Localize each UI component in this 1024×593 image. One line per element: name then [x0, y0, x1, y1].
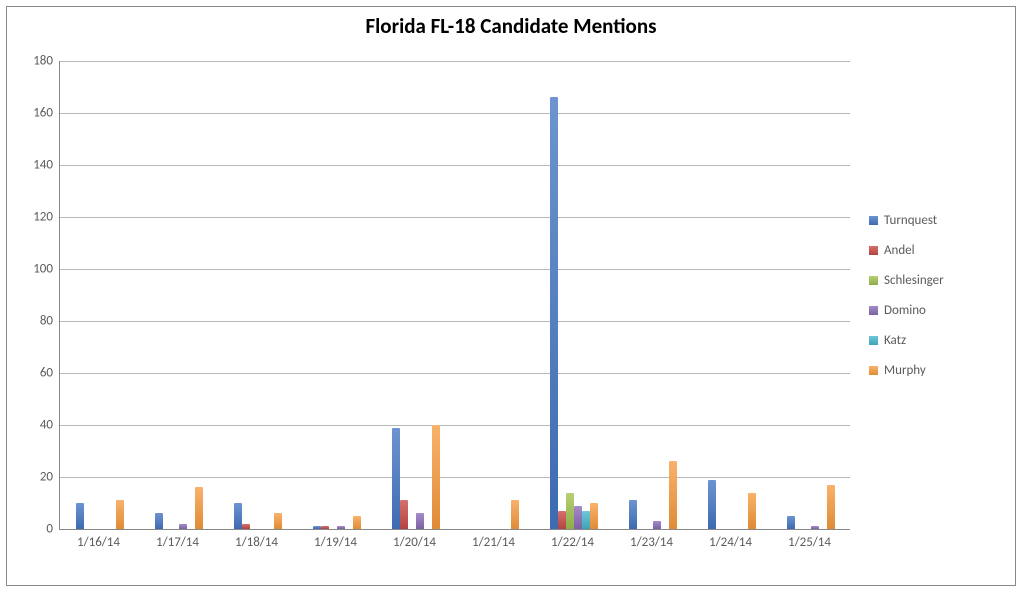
y-gridline	[60, 477, 850, 478]
bar-murphy	[353, 516, 361, 529]
legend-item-murphy: Murphy	[869, 355, 944, 385]
plot-area	[59, 61, 850, 530]
x-tick-label: 1/21/14	[454, 535, 533, 550]
bar-turnquest	[392, 428, 400, 529]
y-tick-label: 160	[13, 106, 53, 121]
x-tick-label: 1/19/14	[296, 535, 375, 550]
legend-item-domino: Domino	[869, 295, 944, 325]
bar-murphy	[669, 461, 677, 529]
bar-domino	[653, 521, 661, 529]
y-tick-label: 100	[13, 262, 53, 277]
bar-turnquest	[76, 503, 84, 529]
bar-schlesinger	[566, 493, 574, 529]
bar-domino	[416, 513, 424, 529]
bar-andel	[400, 500, 408, 529]
legend-label: Andel	[884, 243, 915, 258]
y-tick-label: 20	[13, 470, 53, 485]
x-tick-label: 1/20/14	[375, 535, 454, 550]
bar-murphy	[195, 487, 203, 529]
bar-turnquest	[155, 513, 163, 529]
bar-murphy	[590, 503, 598, 529]
bar-domino	[811, 526, 819, 529]
bar-andel	[242, 524, 250, 529]
bar-domino	[179, 524, 187, 529]
bar-turnquest	[313, 526, 321, 529]
legend-swatch	[869, 306, 878, 315]
y-gridline	[60, 113, 850, 114]
bar-domino	[337, 526, 345, 529]
legend-label: Murphy	[884, 363, 926, 378]
y-tick-label: 0	[13, 522, 53, 537]
legend-swatch	[869, 336, 878, 345]
bar-murphy	[511, 500, 519, 529]
y-tick-label: 120	[13, 210, 53, 225]
y-gridline	[60, 217, 850, 218]
x-tick-label: 1/22/14	[533, 535, 612, 550]
legend-item-andel: Andel	[869, 235, 944, 265]
y-tick-label: 180	[13, 54, 53, 69]
bar-murphy	[827, 485, 835, 529]
bar-murphy	[116, 500, 124, 529]
legend-item-schlesinger: Schlesinger	[869, 265, 944, 295]
bar-turnquest	[234, 503, 242, 529]
legend-label: Domino	[884, 303, 926, 318]
bar-andel	[321, 526, 329, 529]
y-tick-label: 40	[13, 418, 53, 433]
bar-turnquest	[787, 516, 795, 529]
legend-label: Schlesinger	[884, 273, 944, 288]
bar-turnquest	[550, 97, 558, 529]
legend-label: Katz	[884, 333, 906, 348]
bar-domino	[574, 506, 582, 529]
x-tick-label: 1/25/14	[770, 535, 849, 550]
legend-item-katz: Katz	[869, 325, 944, 355]
x-tick-label: 1/18/14	[217, 535, 296, 550]
y-gridline	[60, 373, 850, 374]
legend-swatch	[869, 366, 878, 375]
legend-label: Turnquest	[884, 213, 937, 228]
chart-title: Florida FL-18 Candidate Mentions	[7, 13, 1015, 39]
legend-swatch	[869, 276, 878, 285]
x-tick-label: 1/17/14	[138, 535, 217, 550]
y-gridline	[60, 269, 850, 270]
y-gridline	[60, 61, 850, 62]
bar-katz	[582, 511, 590, 529]
bar-murphy	[432, 425, 440, 529]
bar-murphy	[748, 493, 756, 529]
x-tick-label: 1/23/14	[612, 535, 691, 550]
legend-swatch	[869, 246, 878, 255]
legend: Turnquest Andel Schlesinger Domino Katz Murph…	[869, 205, 944, 385]
y-gridline	[60, 321, 850, 322]
x-tick-label: 1/16/14	[59, 535, 138, 550]
bar-andel	[558, 511, 566, 529]
chart-frame: Florida FL-18 Candidate Mentions Turnque…	[6, 6, 1016, 586]
y-tick-label: 80	[13, 314, 53, 329]
y-gridline	[60, 425, 850, 426]
legend-swatch	[869, 216, 878, 225]
legend-item-turnquest: Turnquest	[869, 205, 944, 235]
bar-murphy	[274, 513, 282, 529]
y-gridline	[60, 165, 850, 166]
bar-turnquest	[708, 480, 716, 529]
y-tick-label: 140	[13, 158, 53, 173]
y-tick-label: 60	[13, 366, 53, 381]
bar-turnquest	[629, 500, 637, 529]
x-tick-label: 1/24/14	[691, 535, 770, 550]
